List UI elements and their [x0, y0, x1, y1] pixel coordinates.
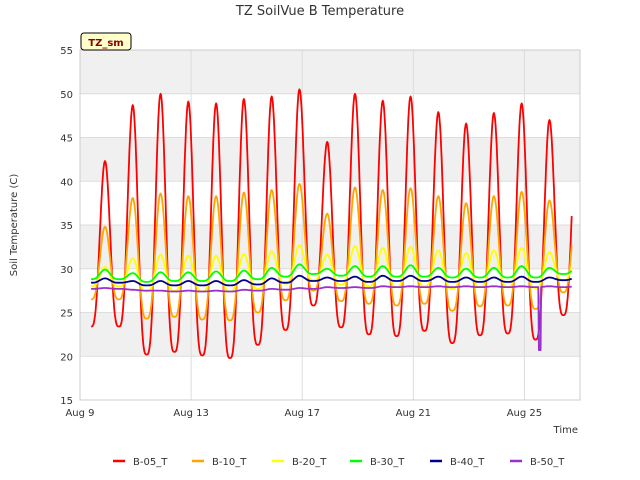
y-tick-label: 15: [60, 396, 73, 407]
x-axis-label: Time: [553, 425, 578, 436]
legend-item-b-30-t: B-30_T: [350, 457, 405, 468]
series-line-b-05-t: [90, 88, 573, 359]
series-line-b-10-t: [90, 182, 573, 322]
series-line-b-20-t: [90, 244, 573, 293]
plot-frame: [79, 49, 581, 401]
y-tick-label: 25: [60, 309, 73, 320]
legend-label: B-30_T: [370, 457, 405, 468]
series-line-b-50-t: [90, 285, 572, 352]
background-band: [80, 50, 580, 94]
y-tick-label: 55: [60, 46, 73, 57]
legend-item-b-50-t: B-50_T: [510, 457, 565, 468]
series-line-b-30-t: [90, 263, 573, 283]
legend: B-05_T B-10_T B-20_T B-30_T B-40_T B-50_T: [113, 457, 565, 468]
x-tick-label: Aug 21: [396, 408, 431, 419]
site-badge: TZ_sm: [80, 32, 132, 51]
y-tick-label: 35: [60, 221, 73, 232]
legend-label: B-10_T: [212, 457, 247, 468]
legend-item-b-20-t: B-20_T: [272, 457, 327, 468]
y-tick-label: 45: [60, 134, 73, 145]
x-tick-label: Aug 25: [507, 408, 542, 419]
x-tick-label: Aug 9: [65, 408, 94, 419]
legend-label: B-50_T: [530, 457, 565, 468]
y-axis-label: Soil Temperature (C): [9, 174, 20, 277]
y-tick-label: 20: [60, 352, 73, 363]
legend-item-b-40-t: B-40_T: [430, 457, 485, 468]
y-axis: 15 20 25 30 35 40 45 50 55: [60, 46, 73, 407]
site-badge-box: [80, 32, 132, 51]
x-tick-label: Aug 17: [285, 408, 320, 419]
site-badge-label: TZ_sm: [88, 38, 123, 49]
legend-item-b-05-t: B-05_T: [113, 457, 168, 468]
legend-label: B-20_T: [292, 457, 327, 468]
background-band: [80, 312, 580, 357]
y-tick-label: 50: [60, 90, 73, 101]
legend-item-b-10-t: B-10_T: [192, 457, 247, 468]
x-axis: Aug 9 Aug 13 Aug 17 Aug 21 Aug 25: [65, 408, 542, 419]
y-tick-label: 40: [60, 177, 73, 188]
legend-label: B-05_T: [133, 457, 168, 468]
y-tick-label: 30: [60, 265, 73, 276]
legend-label: B-40_T: [450, 457, 485, 468]
chart-title: TZ SoilVue B Temperature: [235, 4, 404, 19]
series-line-b-40-t: [90, 274, 572, 287]
x-tick-label: Aug 13: [173, 408, 208, 419]
series-layer: [90, 88, 573, 359]
